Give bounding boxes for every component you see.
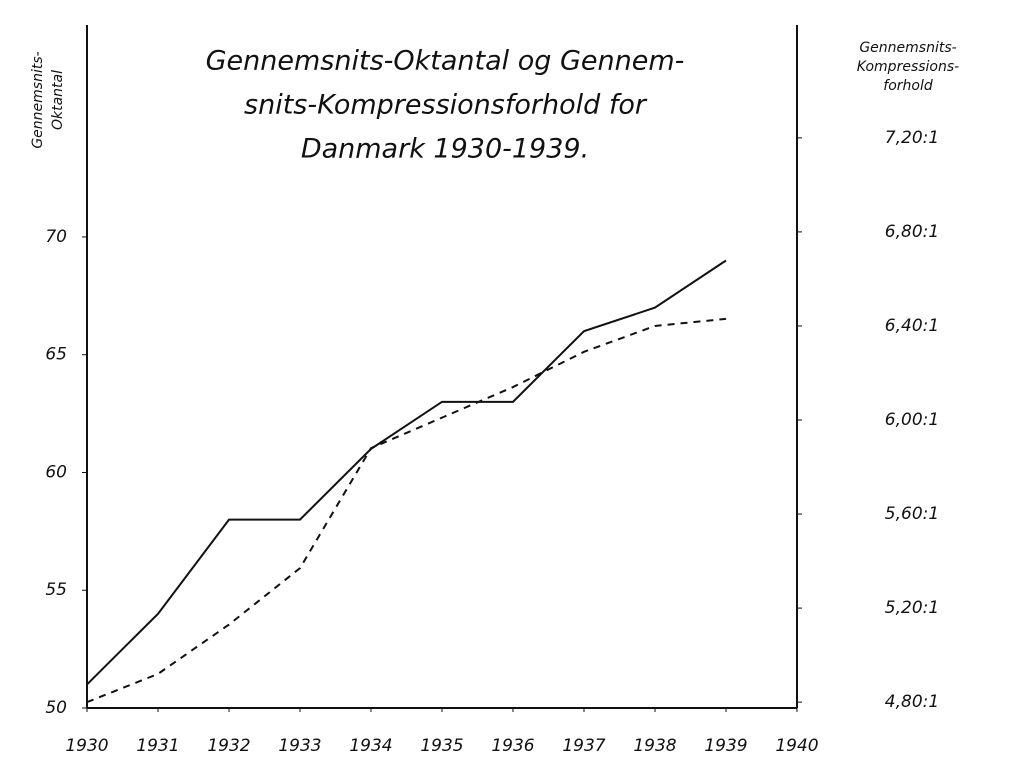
y2-tick-label: 6,00:1	[885, 410, 939, 430]
y-axis-label: Gennemsnits-	[30, 51, 46, 148]
y2-tick-label: 6,80:1	[885, 222, 939, 242]
y-tick-label: 65	[45, 345, 67, 365]
y-tick-label: 55	[45, 580, 67, 600]
y2-tick-label: 4,80:1	[885, 692, 939, 712]
y-axis-label: Oktantal	[50, 70, 66, 130]
x-tick-label: 1930	[65, 736, 108, 756]
x-tick-label: 1937	[562, 736, 605, 756]
y2-axis-label: Gennemsnits-	[859, 40, 956, 56]
y2-tick-label: 6,40:1	[885, 316, 939, 336]
line-series	[86, 259, 727, 686]
x-tick-label: 1931	[136, 736, 179, 756]
y-tick-label: 60	[45, 462, 67, 482]
chart-title: Gennemsnits-Oktantal og Gennem-	[206, 46, 685, 77]
chart-title: snits-Kompressionsforhold for	[244, 90, 648, 121]
x-tick-label: 1935	[420, 736, 463, 756]
line-series	[86, 317, 727, 704]
x-tick-label: 1939	[704, 736, 747, 756]
y2-tick-label: 5,60:1	[885, 504, 939, 524]
y-tick-label: 50	[45, 698, 67, 718]
y2-tick-label: 5,20:1	[885, 598, 939, 618]
x-tick-label: 1940	[775, 736, 818, 756]
x-tick-label: 1936	[491, 736, 534, 756]
y2-axis-label: Kompressions-	[857, 59, 959, 75]
chart-title: Danmark 1930-1939.	[301, 134, 589, 165]
x-tick-label: 1934	[349, 736, 392, 756]
y-tick-label: 70	[45, 227, 67, 247]
y2-axis-label: forhold	[883, 78, 933, 94]
y2-tick-label: 7,20:1	[885, 128, 939, 148]
x-tick-label: 1932	[207, 736, 250, 756]
x-tick-label: 1938	[633, 736, 676, 756]
x-tick-label: 1933	[278, 736, 321, 756]
